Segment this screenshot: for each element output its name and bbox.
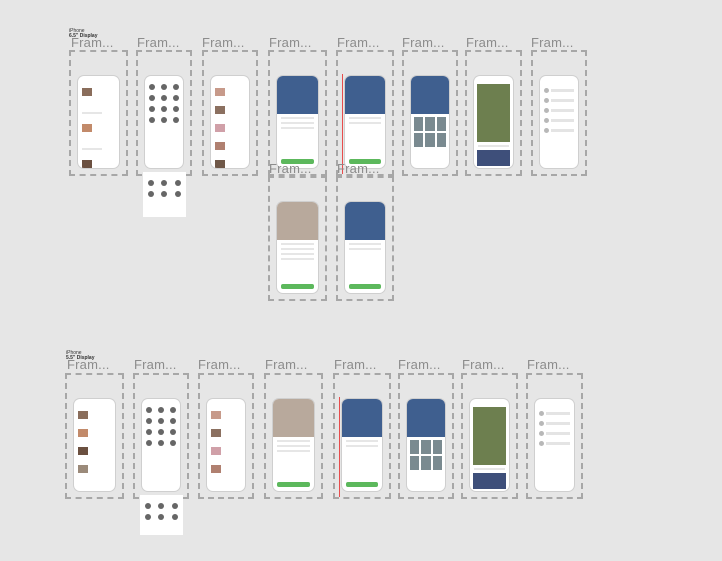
artboard-frame[interactable]	[136, 50, 192, 176]
frame-label[interactable]: Fram...	[137, 35, 180, 50]
phone-overflow	[140, 495, 183, 535]
artboard-frame[interactable]	[202, 50, 258, 176]
artboard-frame[interactable]	[336, 176, 394, 301]
phone-screen	[470, 399, 509, 491]
artboard-frame[interactable]	[526, 373, 583, 499]
section-2-device: iPhone	[66, 350, 82, 356]
guide-line	[342, 74, 343, 174]
artboard-frame[interactable]	[402, 50, 458, 176]
frame-label[interactable]: Fram...	[202, 35, 245, 50]
frame-label[interactable]: Fram...	[134, 357, 177, 372]
guide-line	[339, 397, 340, 497]
frame-label[interactable]: Fram...	[531, 35, 574, 50]
artboard-frame[interactable]	[198, 373, 254, 499]
artboard-frame[interactable]	[461, 373, 518, 499]
phone-screen	[78, 76, 119, 168]
frame-label[interactable]: Fram...	[466, 35, 509, 50]
artboard-frame[interactable]	[531, 50, 587, 176]
phone-screen	[145, 76, 183, 168]
phone-screen	[74, 399, 115, 491]
section-1-device: iPhone	[69, 28, 85, 34]
frame-label[interactable]: Fram...	[67, 357, 110, 372]
phone-screen	[411, 76, 449, 168]
phone-screen	[342, 399, 382, 491]
artboard-frame[interactable]	[333, 373, 391, 499]
artboard-frame[interactable]	[69, 50, 128, 176]
frame-label[interactable]: Fram...	[527, 357, 570, 372]
phone-screen	[407, 399, 445, 491]
phone-screen	[207, 399, 245, 491]
frame-label[interactable]: Fram...	[265, 357, 308, 372]
phone-screen	[345, 76, 385, 168]
phone-screen	[345, 202, 385, 293]
phone-screen	[474, 76, 513, 168]
phone-overflow	[143, 172, 186, 217]
frame-label[interactable]: Fram...	[198, 357, 241, 372]
artboard-frame[interactable]	[465, 50, 522, 176]
frame-label[interactable]: Fram...	[402, 35, 445, 50]
frame-label[interactable]: Fram...	[334, 357, 377, 372]
frame-label[interactable]: Fram...	[398, 357, 441, 372]
phone-screen	[540, 76, 578, 168]
phone-screen	[535, 399, 574, 491]
artboard-frame[interactable]	[398, 373, 454, 499]
phone-screen	[277, 76, 318, 168]
artboard-frame[interactable]	[133, 373, 189, 499]
artboard-frame[interactable]	[65, 373, 124, 499]
phone-screen	[211, 76, 249, 168]
phone-screen	[273, 399, 314, 491]
artboard-frame[interactable]	[264, 373, 323, 499]
frame-label[interactable]: Fram...	[71, 35, 114, 50]
section-1-display: 6.5" Display	[69, 33, 98, 39]
frame-label[interactable]: Fram...	[269, 161, 312, 176]
frame-label[interactable]: Fram...	[337, 35, 380, 50]
artboard-frame[interactable]	[268, 176, 327, 301]
section-2-display: 5.5" Display	[66, 355, 95, 361]
artboard-frame[interactable]	[268, 50, 327, 176]
phone-screen	[277, 202, 318, 293]
frame-label[interactable]: Fram...	[269, 35, 312, 50]
frame-label[interactable]: Fram...	[462, 357, 505, 372]
frame-label[interactable]: Fram...	[337, 161, 380, 176]
artboard-frame[interactable]	[336, 50, 394, 176]
phone-screen	[142, 399, 180, 491]
